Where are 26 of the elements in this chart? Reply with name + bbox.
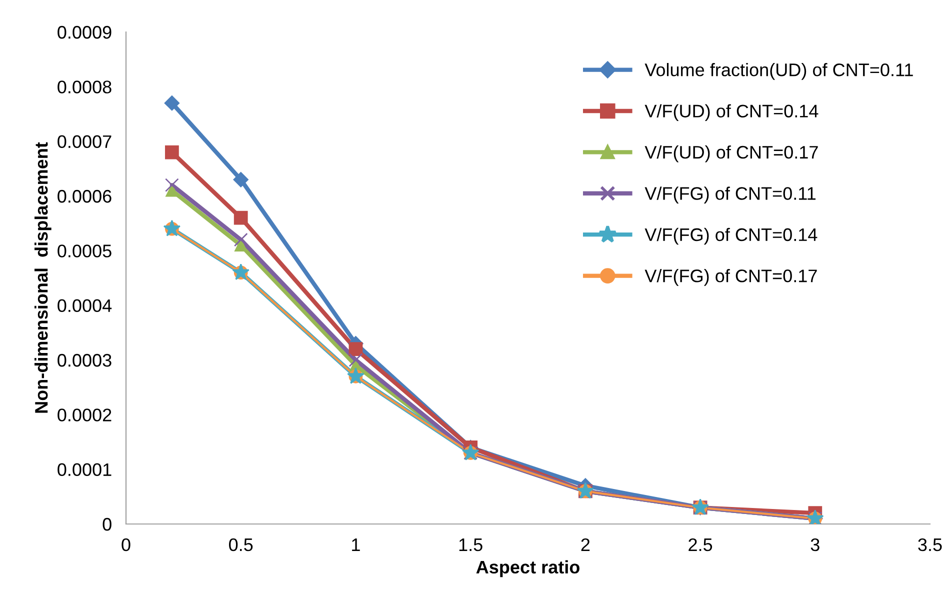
y-tick-label: 0.0001: [58, 463, 112, 476]
legend-label: V/F(UD) of CNT=0.17: [644, 145, 818, 162]
legend-label: V/F(FG) of CNT=0.17: [644, 269, 817, 286]
y-tick-label: 0.0002: [58, 408, 112, 422]
x-tick-label: 3: [810, 538, 820, 552]
x-axis-title: Aspect ratio: [476, 560, 580, 578]
y-tick-label: 0.0005: [58, 244, 112, 258]
y-tick-label: 0.0009: [58, 26, 112, 39]
y-tick-label: 0.0008: [58, 80, 112, 94]
y-tick-label: 0: [102, 518, 112, 531]
y-axis-title: Non-dimensional displacement: [34, 142, 52, 413]
y-tick-label: 0.0006: [58, 190, 112, 203]
y-tick-label: 0.0004: [58, 299, 112, 312]
x-tick-label: 0.5: [229, 538, 253, 552]
x-tick-label: 1.5: [459, 538, 482, 552]
y-tick-label: 0.0007: [58, 135, 112, 148]
x-tick-label: 1: [352, 538, 360, 551]
legend-label: Volume fraction(UD) of CNT=0.11: [644, 63, 913, 80]
legend-label: V/F(FG) of CNT=0.11: [644, 186, 816, 204]
y-tick-label: 0.0003: [58, 354, 112, 367]
legend-label: V/F(UD) of CNT=0.14: [644, 104, 818, 122]
x-tick-label: 0: [122, 538, 130, 552]
legend-label: V/F(FG) of CNT=0.14: [644, 228, 818, 245]
x-tick-label: 3.5: [918, 538, 942, 552]
x-tick-label: 2.5: [688, 538, 712, 552]
x-tick-label: 2: [581, 538, 590, 551]
